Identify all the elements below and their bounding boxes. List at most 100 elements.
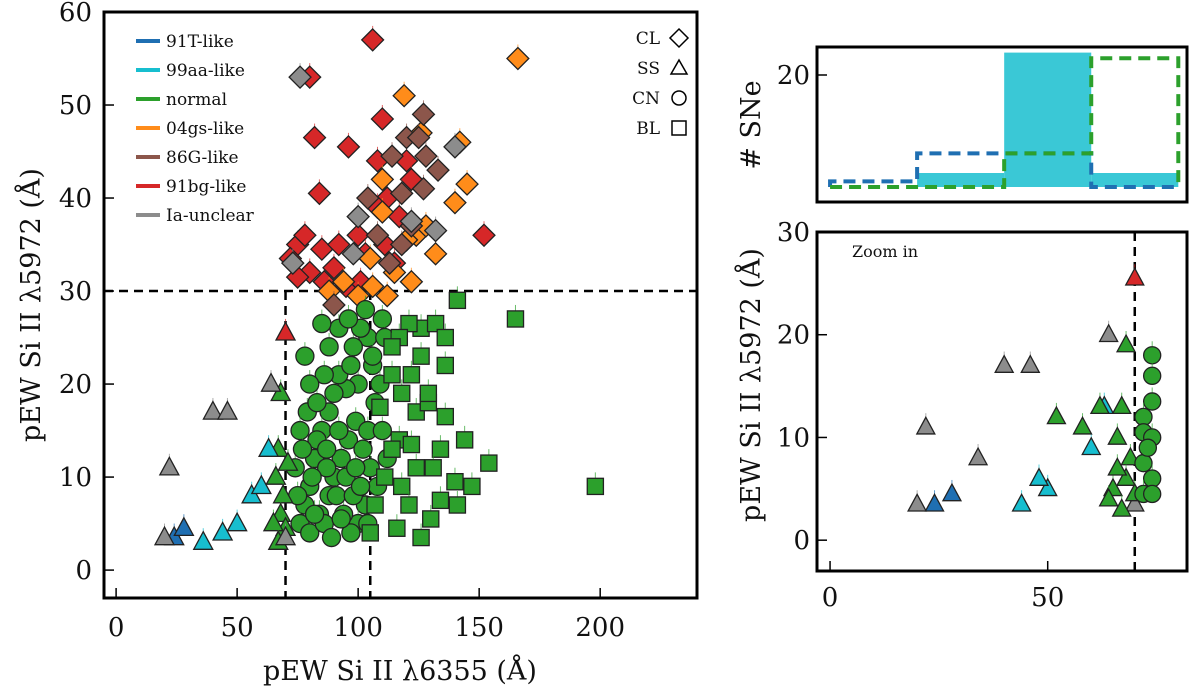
zoom-point-normal-triangle (1111, 498, 1132, 517)
point-normal-circle (317, 439, 337, 459)
point-normal-circle (329, 420, 349, 441)
legend-label-86G-like: 86G-like (166, 148, 239, 168)
point-normal-square (402, 366, 421, 384)
zoom-point-normal-triangle (1107, 457, 1128, 476)
point-normal-circle (341, 523, 361, 543)
main-x-tick-label: 50 (221, 613, 254, 643)
point-91bg-like-diamond (336, 135, 361, 159)
point-86G-like-diamond (414, 144, 438, 169)
point-normal-square (392, 384, 411, 403)
point-Ia-unclear-triangle (158, 455, 180, 476)
point-Ia-unclear-diamond (423, 218, 448, 243)
point-normal-circle (372, 420, 393, 441)
point-normal-circle (372, 309, 393, 329)
zoom-point-99aa-like-triangle (1037, 477, 1058, 497)
hist-bar-99aa-like (917, 173, 1005, 187)
zoom-plot-frame (815, 230, 1189, 573)
point-normal-square (448, 291, 467, 310)
point-normal-square (388, 519, 406, 537)
point-normal-square (383, 366, 401, 384)
point-normal-square (402, 435, 421, 454)
zoom-point-99aa-like-triangle (1081, 436, 1102, 456)
zoom-y-tick-label: 10 (777, 423, 810, 453)
zoom-point-normal-circle (1134, 453, 1153, 473)
point-normal-square (424, 459, 442, 477)
point-normal-square (407, 459, 425, 477)
point-normal-circle (292, 439, 313, 459)
zoom-point-99aa-like-triangle (1011, 492, 1032, 512)
point-86G-like-diamond (377, 251, 402, 275)
point-normal-square (383, 440, 401, 458)
hist-step-normal (830, 56, 1181, 189)
zoom-point-normal-triangle (1046, 405, 1067, 425)
point-04gs-like-diamond (399, 269, 424, 294)
point-normal-circle (300, 374, 320, 394)
point-91bg-like-triangle (274, 321, 297, 341)
point-86G-like-diamond (389, 232, 414, 257)
square-icon (671, 120, 687, 136)
zoom-point-91T-like-triangle (924, 492, 945, 512)
main-y-tick-label: 40 (59, 184, 92, 214)
hist-y-tick-label: 20 (777, 61, 810, 91)
main-x-tick-label: 200 (575, 613, 625, 643)
marker-legend-symbol-circle (671, 90, 687, 106)
point-Ia-unclear-diamond (443, 135, 467, 159)
point-normal-circle (307, 392, 327, 413)
zoom-point-91T-like-triangle (941, 482, 963, 502)
marker-legend-label-CL: CL (636, 29, 660, 49)
point-99aa-like-triangle (192, 530, 214, 550)
triangle-icon (669, 58, 689, 75)
point-91bg-like-diamond (472, 223, 496, 248)
marker-legend-label-BL: BL (636, 119, 660, 139)
point-normal-square (426, 314, 445, 333)
main-x-tick-label: 0 (108, 613, 125, 643)
legend-label-99aa-like: 99aa-like (166, 61, 245, 81)
point-04gs-like-diamond (392, 83, 416, 108)
point-04gs-like-diamond (375, 283, 400, 308)
point-normal-circle (324, 383, 344, 404)
point-normal-circle (295, 346, 315, 366)
main-x-axis-label: pEW Si II λ6355 (Å) (263, 654, 537, 687)
point-normal-square (463, 477, 481, 496)
point-04gs-like-diamond (443, 190, 467, 215)
main-axis-ticks: 0 50 100 150 200 0 10 20 30 40 50 60 (59, 0, 625, 643)
zoom-point-Ia-unclear-triangle (915, 415, 936, 435)
point-normal-square (400, 496, 418, 514)
point-normal-circle (331, 509, 351, 529)
zoom-point-Ia-unclear-triangle (994, 354, 1015, 373)
point-normal-square (392, 477, 411, 496)
zoom-y-tick-label: 0 (793, 526, 810, 556)
point-Ia-unclear-diamond (346, 204, 370, 229)
point-normal-circle (319, 337, 339, 357)
main-y-tick-label: 10 (59, 463, 92, 493)
point-86G-like-diamond (322, 293, 346, 317)
zoom-scatter-points (907, 232, 1162, 571)
point-Ia-unclear-triangle (153, 525, 176, 546)
point-normal-circle (346, 458, 366, 478)
point-normal-square (412, 528, 430, 547)
point-Ia-unclear-diamond (288, 65, 312, 89)
point-Ia-unclear-diamond (341, 241, 366, 266)
point-04gs-like-diamond (331, 269, 356, 294)
point-normal-square (371, 398, 389, 417)
point-91bg-like-diamond (309, 237, 334, 262)
point-04gs-like-diamond (370, 167, 395, 192)
point-normal-square (361, 524, 379, 542)
point-86G-like-diamond (380, 144, 404, 169)
point-Ia-unclear-triangle (260, 372, 282, 392)
point-normal-square (586, 477, 605, 496)
point-normal-triangle (262, 511, 285, 532)
point-normal-triangle (265, 465, 287, 485)
zoom-point-Ia-unclear-triangle (967, 446, 989, 466)
histogram-frame (815, 45, 1189, 204)
class-legend: 91T-like 99aa-like normal 04gs-like 86G-like… (136, 32, 255, 226)
point-normal-square (446, 473, 464, 491)
point-normal-square (431, 440, 450, 458)
point-91bg-like-diamond (322, 255, 346, 280)
point-normal-circle (302, 467, 322, 487)
point-normal-square (400, 314, 418, 333)
marker-legend-symbol-square (671, 120, 687, 136)
point-99aa-like-triangle (257, 437, 280, 457)
point-86G-like-diamond (406, 125, 431, 150)
point-normal-square (376, 468, 394, 486)
